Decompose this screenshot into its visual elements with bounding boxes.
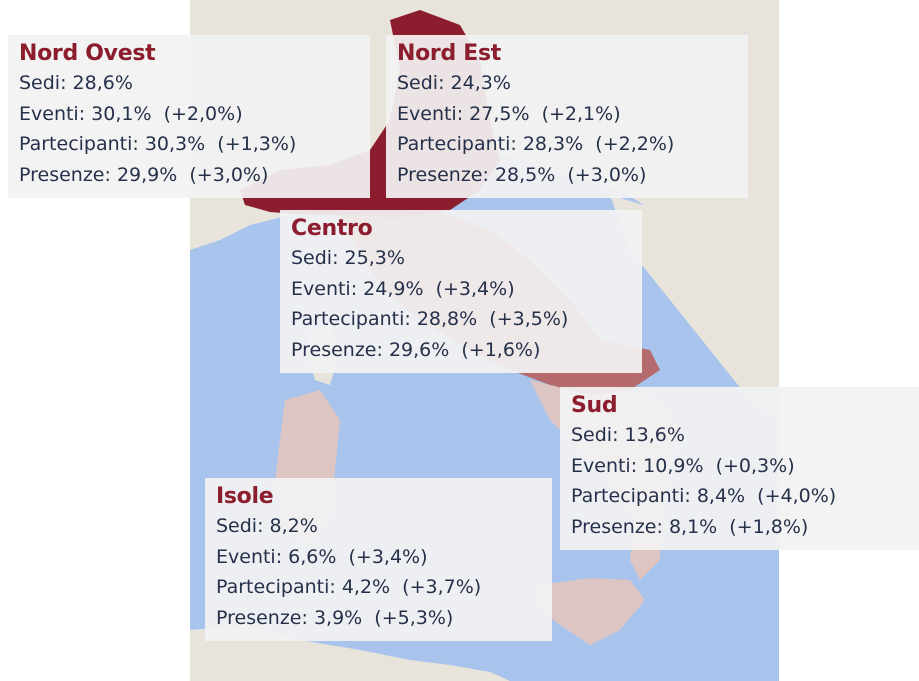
stat-partecipanti: Partecipanti: 4,2% (+3,7%) xyxy=(216,576,482,598)
stat-eventi: Eventi: 27,5% (+2,1%) xyxy=(397,102,621,125)
stat-sedi: Sedi: 25,3% xyxy=(291,247,405,269)
region-box-nord-ovest: Nord Ovest Sedi: 28,6% Eventi: 30,1% (+2… xyxy=(8,35,370,198)
stat-sedi: Sedi: 24,3% xyxy=(397,72,511,94)
region-box-isole: Isole Sedi: 8,2% Eventi: 6,6% (+3,4%) Pa… xyxy=(205,478,552,641)
region-title: Sud xyxy=(571,393,618,418)
land-balkans xyxy=(610,195,779,420)
region-box-sud: Sud Sedi: 13,6% Eventi: 10,9% (+0,3%) Pa… xyxy=(560,387,919,550)
stat-presenze: Presenze: 29,9% (+3,0%) xyxy=(19,163,269,186)
stat-presenze: Presenze: 3,9% (+5,3%) xyxy=(216,606,454,629)
region-sicilia xyxy=(535,578,645,645)
stat-presenze: Presenze: 29,6% (+1,6%) xyxy=(291,338,541,361)
region-box-centro: Centro Sedi: 25,3% Eventi: 24,9% (+3,4%)… xyxy=(280,210,642,373)
stat-presenze: Presenze: 28,5% (+3,0%) xyxy=(397,163,647,186)
stat-partecipanti: Partecipanti: 8,4% (+4,0%) xyxy=(571,485,837,507)
region-title: Nord Ovest xyxy=(19,41,156,66)
stat-sedi: Sedi: 13,6% xyxy=(571,424,685,446)
stat-partecipanti: Partecipanti: 28,8% (+3,5%) xyxy=(291,308,569,330)
stat-eventi: Eventi: 6,6% (+3,4%) xyxy=(216,545,428,568)
stat-partecipanti: Partecipanti: 28,3% (+2,2%) xyxy=(397,133,675,155)
region-box-nord-est: Nord Est Sedi: 24,3% Eventi: 27,5% (+2,1… xyxy=(386,35,748,198)
region-title: Centro xyxy=(291,216,373,241)
stat-eventi: Eventi: 10,9% (+0,3%) xyxy=(571,454,795,477)
region-title: Isole xyxy=(216,484,274,509)
stat-presenze: Presenze: 8,1% (+1,8%) xyxy=(571,515,809,538)
stat-partecipanti: Partecipanti: 30,3% (+1,3%) xyxy=(19,133,297,155)
stat-eventi: Eventi: 30,1% (+2,0%) xyxy=(19,102,243,125)
region-title: Nord Est xyxy=(397,41,502,66)
stat-sedi: Sedi: 28,6% xyxy=(19,72,133,94)
stat-sedi: Sedi: 8,2% xyxy=(216,515,318,537)
stat-eventi: Eventi: 24,9% (+3,4%) xyxy=(291,277,515,300)
